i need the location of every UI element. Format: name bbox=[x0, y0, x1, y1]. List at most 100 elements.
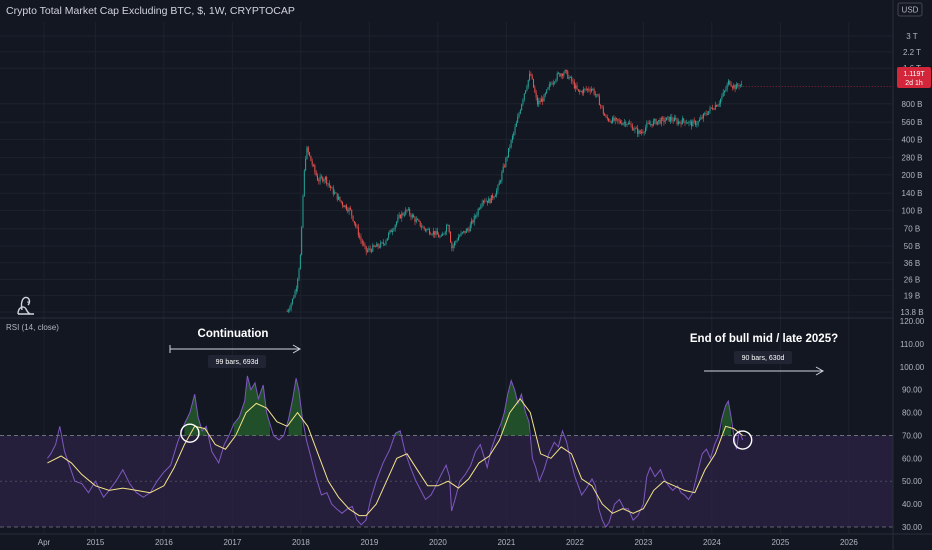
time-tick-label[interactable]: 2018 bbox=[292, 538, 310, 547]
candle-body[interactable] bbox=[709, 107, 711, 111]
candle-body[interactable] bbox=[716, 105, 718, 107]
candle-body[interactable] bbox=[729, 80, 731, 85]
candle-body[interactable] bbox=[415, 219, 417, 222]
candle-body[interactable] bbox=[315, 171, 317, 176]
candle-body[interactable] bbox=[593, 89, 595, 95]
candle-body[interactable] bbox=[352, 215, 354, 222]
candle-body[interactable] bbox=[428, 229, 430, 234]
candle-body[interactable] bbox=[305, 158, 307, 171]
candle-body[interactable] bbox=[588, 88, 590, 91]
candle-body[interactable] bbox=[397, 217, 399, 222]
candle-body[interactable] bbox=[421, 226, 423, 228]
candle-body[interactable] bbox=[708, 110, 710, 115]
candle-body[interactable] bbox=[320, 176, 322, 178]
candle-body[interactable] bbox=[724, 90, 726, 93]
candle-body[interactable] bbox=[500, 180, 502, 183]
rsi-tick-label[interactable]: 80.00 bbox=[902, 409, 923, 418]
candle-body[interactable] bbox=[659, 120, 661, 124]
candle-body[interactable] bbox=[382, 242, 384, 245]
candle-body[interactable] bbox=[573, 81, 575, 89]
candle-body[interactable] bbox=[381, 242, 383, 244]
candle-body[interactable] bbox=[521, 104, 523, 111]
candle-body[interactable] bbox=[502, 166, 504, 173]
candle-body[interactable] bbox=[721, 96, 723, 100]
candle-body[interactable] bbox=[479, 208, 481, 210]
candle-body[interactable] bbox=[322, 177, 324, 182]
candle-body[interactable] bbox=[448, 225, 450, 233]
candle-body[interactable] bbox=[323, 179, 325, 182]
candle-body[interactable] bbox=[489, 198, 491, 204]
candle-body[interactable] bbox=[330, 185, 332, 188]
candle-body[interactable] bbox=[641, 132, 643, 134]
candle-body[interactable] bbox=[486, 200, 488, 203]
candle-body[interactable] bbox=[430, 233, 432, 235]
price-tick-label[interactable]: 13.8 B bbox=[900, 308, 923, 317]
time-tick-label[interactable]: 2017 bbox=[223, 538, 241, 547]
candle-body[interactable] bbox=[293, 297, 295, 299]
candle-body[interactable] bbox=[373, 245, 375, 247]
candle-body[interactable] bbox=[734, 85, 736, 90]
candle-body[interactable] bbox=[414, 217, 416, 222]
candle-body[interactable] bbox=[409, 209, 411, 215]
candle-body[interactable] bbox=[696, 123, 698, 126]
candle-body[interactable] bbox=[507, 148, 509, 157]
candle-body[interactable] bbox=[456, 240, 458, 242]
candle-body[interactable] bbox=[306, 147, 308, 159]
candle-body[interactable] bbox=[646, 123, 648, 128]
candle-body[interactable] bbox=[714, 105, 716, 110]
candle-body[interactable] bbox=[411, 214, 413, 218]
candle-body[interactable] bbox=[336, 193, 338, 200]
candle-body[interactable] bbox=[629, 122, 631, 125]
price-tick-label[interactable]: 200 B bbox=[902, 171, 923, 180]
candle-body[interactable] bbox=[739, 84, 741, 87]
candle-body[interactable] bbox=[683, 118, 685, 121]
candle-body[interactable] bbox=[722, 92, 724, 97]
price-tick-label[interactable]: 3 T bbox=[906, 32, 918, 41]
candle-body[interactable] bbox=[339, 196, 341, 201]
candle-body[interactable] bbox=[551, 83, 553, 85]
candle-body[interactable] bbox=[594, 94, 596, 96]
candle-body[interactable] bbox=[608, 118, 610, 121]
candle-body[interactable] bbox=[298, 269, 300, 280]
candle-body[interactable] bbox=[493, 196, 495, 199]
candle-body[interactable] bbox=[301, 227, 303, 255]
price-tick-label[interactable]: 19 B bbox=[904, 292, 920, 301]
candle-body[interactable] bbox=[332, 187, 334, 194]
candle-body[interactable] bbox=[637, 128, 639, 134]
currency-button[interactable]: USD bbox=[902, 6, 919, 15]
candle-body[interactable] bbox=[432, 231, 434, 235]
candle-body[interactable] bbox=[407, 209, 409, 210]
candle-body[interactable] bbox=[605, 115, 607, 117]
candle-body[interactable] bbox=[687, 122, 689, 124]
candle-body[interactable] bbox=[494, 195, 496, 197]
candle-body[interactable] bbox=[450, 232, 452, 243]
candle-body[interactable] bbox=[476, 214, 478, 217]
candle-body[interactable] bbox=[679, 121, 681, 123]
candle-body[interactable] bbox=[360, 236, 362, 241]
candle-body[interactable] bbox=[513, 132, 515, 137]
candle-body[interactable] bbox=[548, 84, 550, 88]
candle-body[interactable] bbox=[506, 156, 508, 159]
candle-body[interactable] bbox=[614, 118, 616, 121]
candle-body[interactable] bbox=[547, 87, 549, 90]
candle-body[interactable] bbox=[509, 147, 511, 149]
candle-body[interactable] bbox=[496, 190, 498, 196]
candle-body[interactable] bbox=[619, 120, 621, 124]
candle-body[interactable] bbox=[504, 166, 506, 168]
rsi-indicator-label[interactable]: RSI (14, close) bbox=[6, 323, 59, 332]
candle-body[interactable] bbox=[331, 187, 333, 189]
candle-body[interactable] bbox=[342, 202, 344, 206]
candle-body[interactable] bbox=[434, 231, 436, 235]
candle-body[interactable] bbox=[510, 140, 512, 148]
price-tick-label[interactable]: 2.2 T bbox=[903, 48, 921, 57]
candle-body[interactable] bbox=[401, 213, 403, 219]
candle-body[interactable] bbox=[546, 89, 548, 94]
candle-body[interactable] bbox=[631, 125, 633, 131]
candle-body[interactable] bbox=[531, 75, 533, 80]
candle-body[interactable] bbox=[663, 118, 665, 122]
candle-body[interactable] bbox=[452, 245, 454, 249]
candle-body[interactable] bbox=[660, 117, 662, 124]
candle-body[interactable] bbox=[473, 215, 475, 223]
candle-body[interactable] bbox=[706, 114, 708, 116]
candle-body[interactable] bbox=[340, 200, 342, 203]
